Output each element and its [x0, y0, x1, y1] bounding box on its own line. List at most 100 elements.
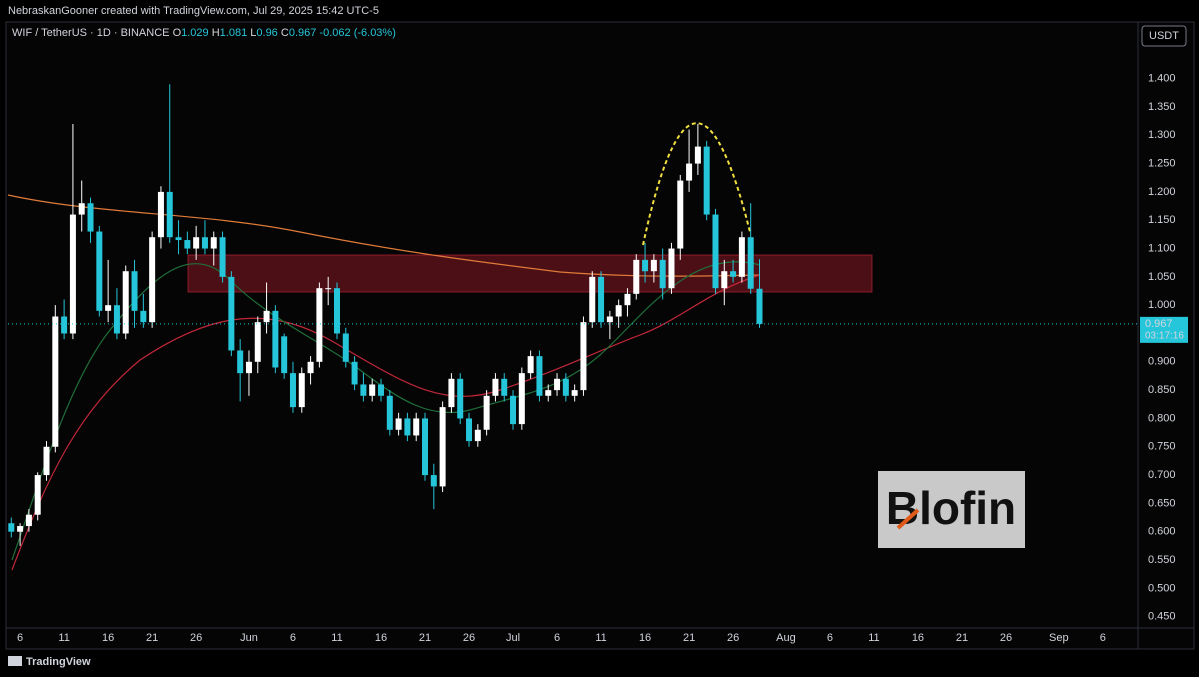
candle-body: [554, 378, 561, 391]
candle-body: [113, 305, 120, 334]
h-value: 1.081: [220, 27, 248, 39]
y-tick-label: 1.150: [1148, 214, 1176, 226]
candle-body: [140, 310, 147, 323]
candle-body: [536, 356, 543, 396]
candle-body: [254, 322, 261, 362]
y-tick-label: 0.750: [1148, 441, 1176, 453]
candle-body: [307, 361, 314, 374]
candle-body: [598, 276, 605, 323]
candle-body: [210, 237, 217, 249]
x-tick-label: 6: [827, 632, 833, 644]
change-percent: (-6.03%): [354, 27, 396, 39]
y-tick-label: 0.900: [1148, 356, 1176, 368]
candle-body: [413, 418, 420, 436]
candle-body: [360, 384, 367, 396]
y-tick-label: 1.350: [1148, 101, 1176, 113]
candle-body: [342, 333, 349, 362]
legend: WIF / TetherUS · 1D · BINANCE O1.029 H1.…: [12, 27, 396, 39]
candle-body: [615, 305, 622, 317]
l-value: 0.96: [256, 27, 277, 39]
x-tick-label: 16: [639, 632, 651, 644]
candle-body: [272, 310, 279, 368]
candle-body: [69, 214, 76, 334]
x-tick-label: 26: [463, 632, 475, 644]
candle-body: [439, 407, 446, 487]
candle-body: [492, 378, 499, 396]
currency-button[interactable]: [1141, 25, 1187, 47]
plot: [8, 84, 1138, 546]
h-prefix: H: [212, 27, 220, 39]
x-tick-label: Sep: [1049, 632, 1069, 644]
candle-body: [571, 390, 578, 396]
y-tick-label: 1.200: [1148, 186, 1176, 198]
o-prefix: O: [173, 27, 182, 39]
candle-body: [703, 146, 710, 215]
x-tick-label: 6: [17, 632, 23, 644]
candle-body: [369, 384, 376, 396]
y-tick-label: 0.450: [1148, 611, 1176, 623]
candle-body: [333, 288, 340, 334]
y-tick-label: 0.850: [1148, 384, 1176, 396]
candle-body: [430, 475, 437, 487]
candle-body: [61, 316, 68, 334]
y-tick-label: 0.550: [1148, 554, 1176, 566]
footer-brand: TradingView: [26, 656, 91, 668]
candle-body: [686, 163, 693, 181]
x-tick-label: 11: [58, 632, 69, 644]
change: -0.062: [319, 27, 350, 39]
y-tick-label: 0.800: [1148, 412, 1176, 424]
candle-body: [677, 180, 684, 249]
resistance-zone: [187, 254, 873, 293]
candle-body: [52, 316, 59, 447]
candle-body: [510, 395, 517, 425]
x-tick-label: 21: [956, 632, 968, 644]
y-tick-label: 1.400: [1148, 73, 1176, 85]
candle-body: [422, 418, 429, 476]
x-tick-label: 16: [912, 632, 924, 644]
candle-body: [122, 271, 129, 334]
candle-body: [527, 356, 534, 374]
candle-body: [377, 384, 384, 396]
candle-body: [245, 361, 252, 374]
y-tick-label: 0.650: [1148, 497, 1176, 509]
countdown: 03:17:16: [1145, 331, 1184, 342]
x-tick-label: 11: [331, 632, 342, 644]
x-tick-label: 26: [190, 632, 202, 644]
candle-body: [281, 336, 288, 374]
candle-body: [131, 271, 138, 311]
watermark-box: [878, 471, 1025, 548]
candle-body: [483, 395, 490, 430]
l-prefix: L: [250, 27, 256, 39]
candle-body: [580, 322, 587, 391]
candle-body: [562, 378, 569, 396]
x-tick-label: 6: [554, 632, 560, 644]
y-tick-label: 0.600: [1148, 526, 1176, 538]
moving-average-orange: [7, 194, 761, 277]
candle-body: [668, 248, 675, 289]
candle-body: [721, 271, 728, 289]
candle-body: [589, 276, 596, 323]
candle-body: [263, 310, 270, 323]
candle-body: [642, 259, 649, 272]
symbol: WIF / TetherUS · 1D · BINANCE: [12, 27, 170, 39]
y-tick-label: 1.000: [1148, 299, 1176, 311]
candle-body: [730, 271, 737, 277]
candle-body: [149, 237, 156, 323]
y-tick-label: 0.700: [1148, 469, 1176, 481]
candle-body: [34, 475, 41, 515]
candle-body: [316, 288, 323, 362]
legend-text: WIF / TetherUS · 1D · BINANCE O1.029 H1.…: [12, 27, 396, 39]
currency[interactable]: USDT: [1149, 30, 1179, 42]
candle-body: [298, 373, 305, 408]
y-tick-label: 1.300: [1148, 129, 1176, 141]
last-price-box: [1140, 316, 1188, 343]
y-tick-label: 1.050: [1148, 271, 1176, 283]
candle-body: [606, 316, 613, 323]
candle-body: [96, 231, 103, 311]
candle-body: [325, 288, 332, 290]
candle-body: [474, 429, 481, 442]
x-tick-label: 11: [595, 632, 606, 644]
candle-body: [105, 305, 112, 311]
brand-logo: [8, 656, 22, 666]
